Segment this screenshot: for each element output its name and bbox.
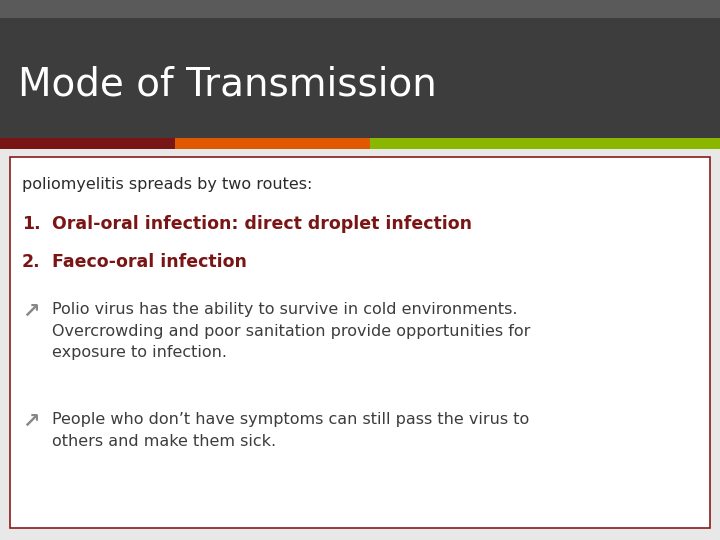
Bar	[370, 138, 720, 149]
FancyBboxPatch shape	[10, 157, 710, 528]
Text: Faeco-oral infection: Faeco-oral infection	[52, 253, 247, 271]
Text: People who don’t have symptoms can still pass the virus to
others and make them : People who don’t have symptoms can still…	[52, 412, 529, 449]
Text: Oral-oral infection: direct droplet infection: Oral-oral infection: direct droplet infe…	[52, 215, 472, 233]
Bar	[0, 138, 175, 149]
Text: ↗: ↗	[22, 412, 40, 432]
Text: 1.: 1.	[22, 215, 40, 233]
Text: 2.: 2.	[22, 253, 40, 271]
Bar	[175, 138, 370, 149]
Text: ↗: ↗	[22, 302, 40, 322]
Text: poliomyelitis spreads by two routes:: poliomyelitis spreads by two routes:	[22, 177, 312, 192]
Text: Polio virus has the ability to survive in cold environments.
Overcrowding and po: Polio virus has the ability to survive i…	[52, 302, 531, 360]
Bar	[0, 18, 720, 138]
Text: Mode of Transmission: Mode of Transmission	[18, 65, 437, 103]
Bar	[0, 0, 720, 18]
